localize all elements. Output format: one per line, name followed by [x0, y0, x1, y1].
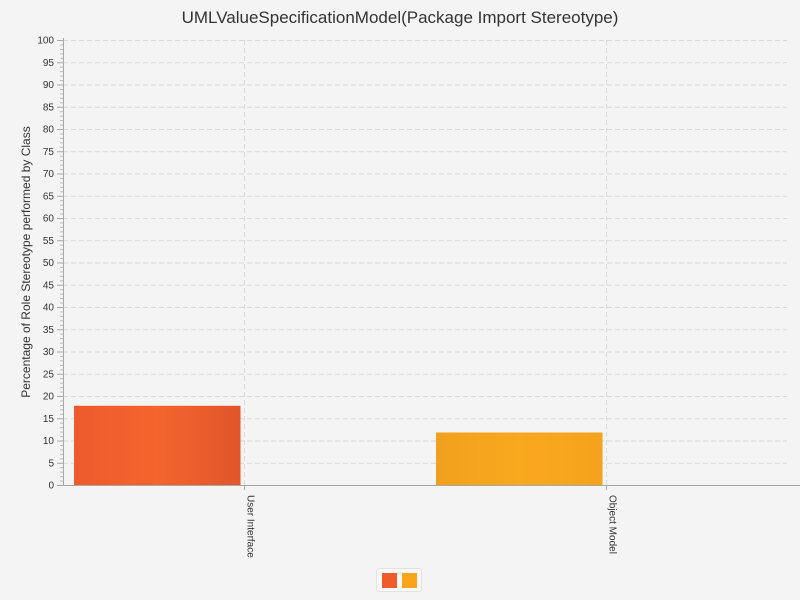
y-tick-label: 5 [48, 458, 54, 469]
y-tick-label: 20 [43, 392, 55, 403]
y-tick-label: 60 [43, 214, 55, 225]
y-tick-label: 40 [43, 303, 55, 314]
y-tick-label: 55 [43, 236, 55, 247]
x-category-label: User Interface [245, 495, 256, 558]
chart-title: UMLValueSpecificationModel(Package Impor… [181, 8, 619, 27]
grid-lines [63, 40, 787, 485]
bar [436, 432, 603, 485]
legend-swatch-user-interface [382, 573, 397, 588]
tick-labels: 0 5 10 15 20 25 30 35 40 45 50 55 60 65 70 75 80 85 90 95 10… [37, 36, 617, 559]
y-tick-label: 15 [43, 414, 55, 425]
y-tick-label: 30 [43, 347, 55, 358]
x-category-label: Object Model [607, 495, 618, 554]
y-tick-label: 25 [43, 369, 55, 380]
y-tick-label: 75 [43, 147, 55, 158]
y-tick-label: 10 [43, 436, 55, 447]
y-tick-label: 0 [48, 481, 54, 492]
y-tick-label: 100 [37, 36, 54, 47]
bars [74, 405, 603, 485]
legend-swatch-object-model [402, 573, 417, 588]
y-tick-label: 45 [43, 280, 55, 291]
y-tick-label: 50 [43, 258, 55, 269]
y-tick-label: 65 [43, 191, 55, 202]
bar [74, 405, 241, 485]
legend [376, 568, 422, 592]
y-tick-label: 35 [43, 325, 55, 336]
y-tick-label: 80 [43, 125, 55, 136]
y-tick-label: 70 [43, 169, 55, 180]
axes [57, 38, 800, 490]
y-tick-label: 90 [43, 80, 55, 91]
y-tick-label: 95 [43, 58, 55, 69]
y-tick-label: 85 [43, 102, 55, 113]
